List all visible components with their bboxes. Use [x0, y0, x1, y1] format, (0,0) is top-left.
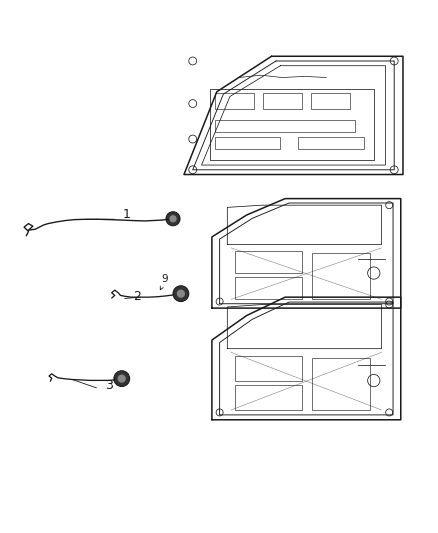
Bar — [215, 120, 355, 132]
Text: 1: 1 — [123, 208, 131, 221]
Bar — [298, 136, 364, 149]
Circle shape — [170, 215, 177, 222]
Bar — [210, 90, 374, 160]
Circle shape — [173, 286, 189, 302]
Bar — [215, 136, 280, 149]
Bar — [235, 356, 303, 381]
Circle shape — [114, 371, 130, 386]
Text: 9: 9 — [161, 274, 168, 284]
Circle shape — [118, 375, 126, 383]
Bar — [312, 253, 370, 300]
Circle shape — [177, 289, 185, 298]
Bar — [215, 93, 254, 109]
Text: 3: 3 — [105, 379, 113, 392]
Bar — [312, 359, 370, 410]
Bar — [311, 93, 350, 109]
Text: 2: 2 — [134, 290, 141, 303]
Circle shape — [166, 212, 180, 226]
Bar — [235, 278, 303, 300]
Bar — [235, 385, 303, 410]
Bar — [235, 251, 303, 273]
Bar — [263, 93, 302, 109]
